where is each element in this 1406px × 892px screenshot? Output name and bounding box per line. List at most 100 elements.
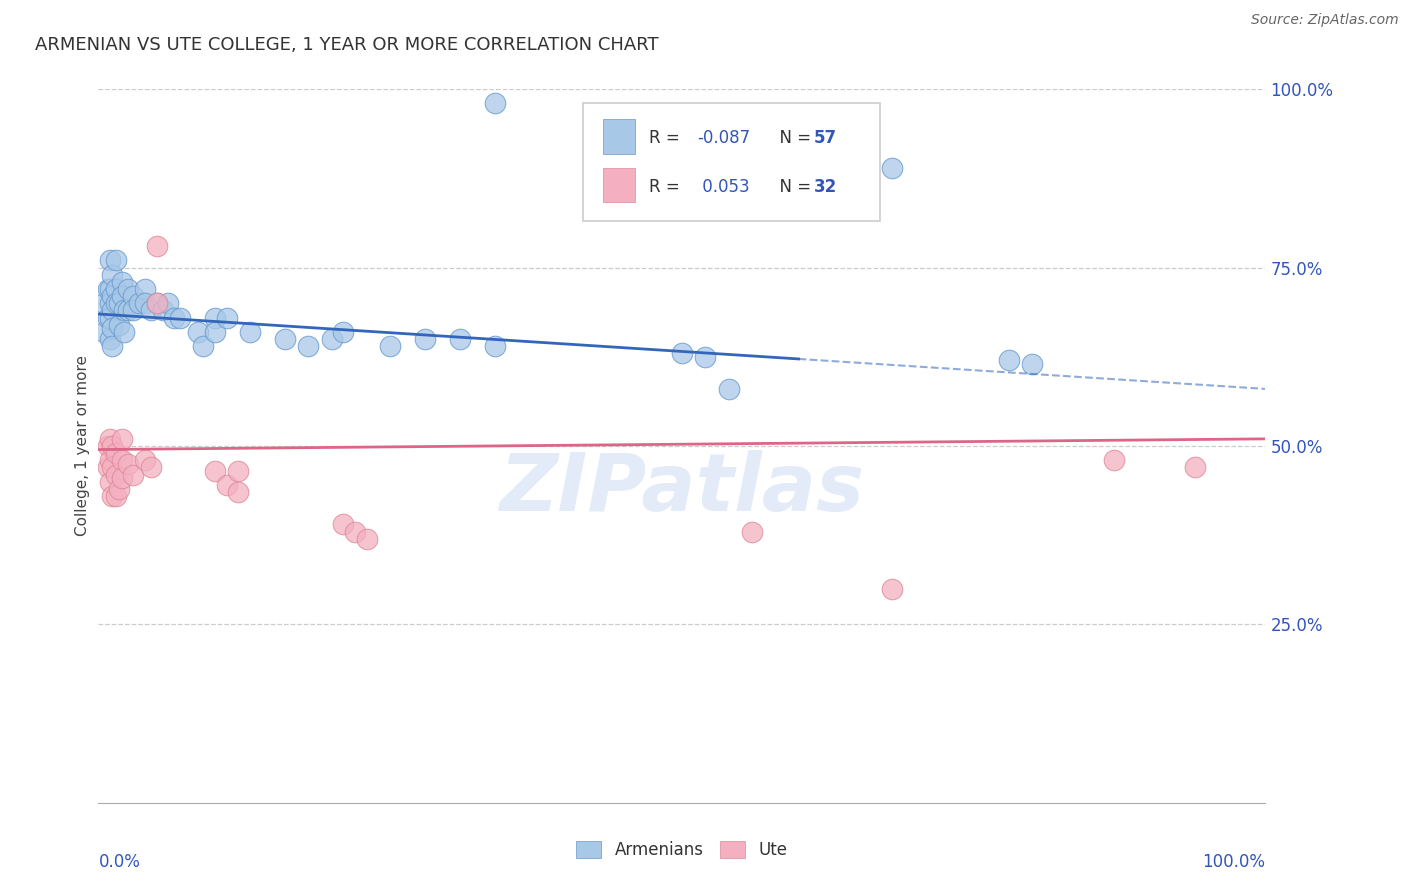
Point <box>695 350 717 364</box>
Point <box>204 310 226 325</box>
Text: 100.0%: 100.0% <box>1202 853 1265 871</box>
Point <box>98 475 121 489</box>
Point <box>101 321 124 335</box>
Point <box>997 353 1019 368</box>
Point <box>93 296 115 310</box>
Point <box>128 296 150 310</box>
Point <box>139 303 162 318</box>
Legend: Armenians, Ute: Armenians, Ute <box>569 834 794 866</box>
Point <box>101 489 124 503</box>
Text: -0.087: -0.087 <box>697 129 751 147</box>
Point <box>321 332 343 346</box>
Point <box>297 339 319 353</box>
Point <box>187 325 209 339</box>
Point <box>274 332 297 346</box>
Point <box>228 464 250 478</box>
Point <box>117 303 139 318</box>
Text: R =: R = <box>650 178 685 195</box>
Point <box>163 310 186 325</box>
Point <box>741 524 763 539</box>
FancyBboxPatch shape <box>582 103 880 221</box>
Point <box>1021 357 1043 371</box>
Point <box>215 310 238 325</box>
FancyBboxPatch shape <box>603 168 636 202</box>
Point <box>101 303 124 318</box>
Point <box>880 161 903 175</box>
Point <box>152 303 174 318</box>
Point <box>104 253 127 268</box>
Point <box>122 289 145 303</box>
Point <box>1184 460 1206 475</box>
Point <box>98 253 121 268</box>
Point <box>93 325 115 339</box>
Point <box>344 524 367 539</box>
Point <box>108 482 131 496</box>
Text: N =: N = <box>769 129 817 147</box>
Point <box>101 268 124 282</box>
Point <box>484 339 506 353</box>
Text: N =: N = <box>769 178 817 195</box>
Point <box>134 453 156 467</box>
Point <box>139 460 162 475</box>
Text: 57: 57 <box>814 129 837 147</box>
Point <box>239 325 262 339</box>
Point <box>717 382 740 396</box>
Point <box>98 310 121 325</box>
Point <box>413 332 436 346</box>
Point <box>97 439 120 453</box>
FancyBboxPatch shape <box>603 120 636 153</box>
Point <box>228 485 250 500</box>
Point <box>134 282 156 296</box>
Point <box>1102 453 1125 467</box>
Point <box>484 96 506 111</box>
Point <box>157 296 180 310</box>
Point <box>104 489 127 503</box>
Point <box>112 303 135 318</box>
Point <box>117 282 139 296</box>
Point <box>104 282 127 296</box>
Point <box>97 282 120 296</box>
Point <box>97 310 120 325</box>
Point <box>112 325 135 339</box>
Point <box>380 339 402 353</box>
Text: ZIPatlas: ZIPatlas <box>499 450 865 528</box>
Point <box>111 289 134 303</box>
Point <box>98 432 121 446</box>
Text: 0.0%: 0.0% <box>98 853 141 871</box>
Y-axis label: College, 1 year or more: College, 1 year or more <box>75 356 90 536</box>
Point <box>880 582 903 596</box>
Point <box>101 460 124 475</box>
Text: 0.053: 0.053 <box>697 178 749 195</box>
Point <box>146 239 169 253</box>
Point <box>215 478 238 492</box>
Point <box>104 467 127 482</box>
Point <box>104 446 127 460</box>
Point <box>101 339 124 353</box>
Point <box>111 275 134 289</box>
Text: 32: 32 <box>814 178 837 195</box>
Point <box>204 464 226 478</box>
Point <box>101 289 124 303</box>
Text: ARMENIAN VS UTE COLLEGE, 1 YEAR OR MORE CORRELATION CHART: ARMENIAN VS UTE COLLEGE, 1 YEAR OR MORE … <box>35 36 659 54</box>
Point <box>117 457 139 471</box>
Point <box>111 432 134 446</box>
Point <box>169 310 191 325</box>
Point <box>146 296 169 310</box>
Point <box>98 453 121 467</box>
Point <box>98 296 121 310</box>
Point <box>108 318 131 332</box>
Point <box>134 296 156 310</box>
Point <box>97 460 120 475</box>
Point <box>204 325 226 339</box>
Point <box>101 439 124 453</box>
Point <box>122 467 145 482</box>
Point <box>449 332 471 346</box>
Point <box>98 282 121 296</box>
Point <box>193 339 215 353</box>
Text: R =: R = <box>650 129 685 147</box>
Point <box>122 303 145 318</box>
Point <box>104 296 127 310</box>
Point <box>108 296 131 310</box>
Text: Source: ZipAtlas.com: Source: ZipAtlas.com <box>1251 13 1399 28</box>
Point <box>98 332 121 346</box>
